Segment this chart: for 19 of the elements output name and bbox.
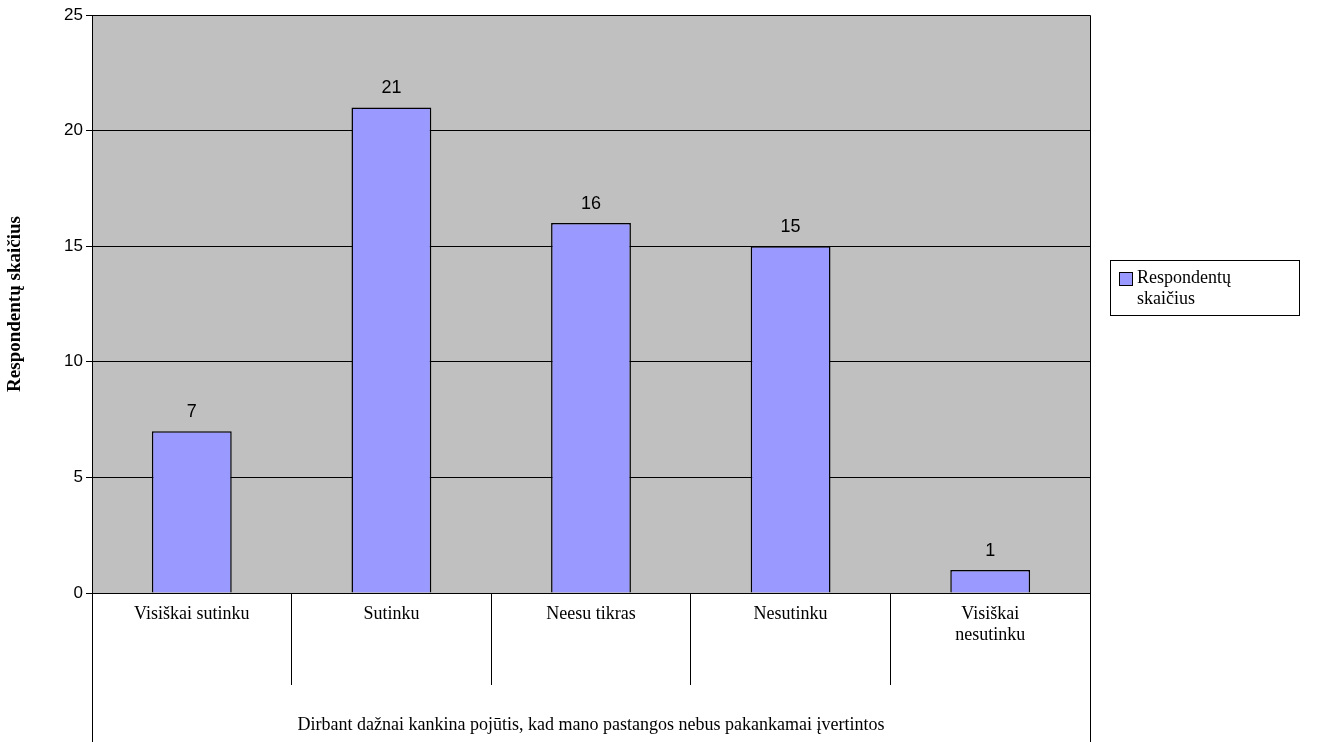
x-tick-label: Sutinku	[363, 602, 420, 623]
y-tick-label: 0	[73, 582, 83, 602]
y-tick-label: 5	[73, 467, 83, 487]
y-tick-label: 10	[64, 351, 83, 371]
x-tick-label: Nesutinku	[753, 602, 828, 623]
data-label: 1	[985, 539, 996, 560]
y-tick-label: 25	[64, 4, 83, 24]
data-label: 16	[580, 193, 602, 214]
data-label: 21	[381, 77, 402, 98]
x-tick-label: Visiškai nesutinku	[955, 602, 1026, 645]
y-axis-title: Respondentų skaičius	[3, 216, 25, 392]
data-label: 7	[186, 401, 197, 422]
data-label: 15	[780, 216, 801, 237]
legend-label: Respondentų skaičius	[1137, 267, 1232, 309]
x-tick-label: Visiškai sutinku	[134, 602, 250, 623]
y-tick-label: 15	[64, 235, 83, 255]
y-tick-label: 20	[64, 120, 83, 140]
x-tick-label: Neesu tikras	[546, 602, 636, 623]
x-axis-title: Dirbant dažnai kankina pojūtis, kad mano pastangos nebus pakankamai įvertintos	[297, 713, 885, 734]
